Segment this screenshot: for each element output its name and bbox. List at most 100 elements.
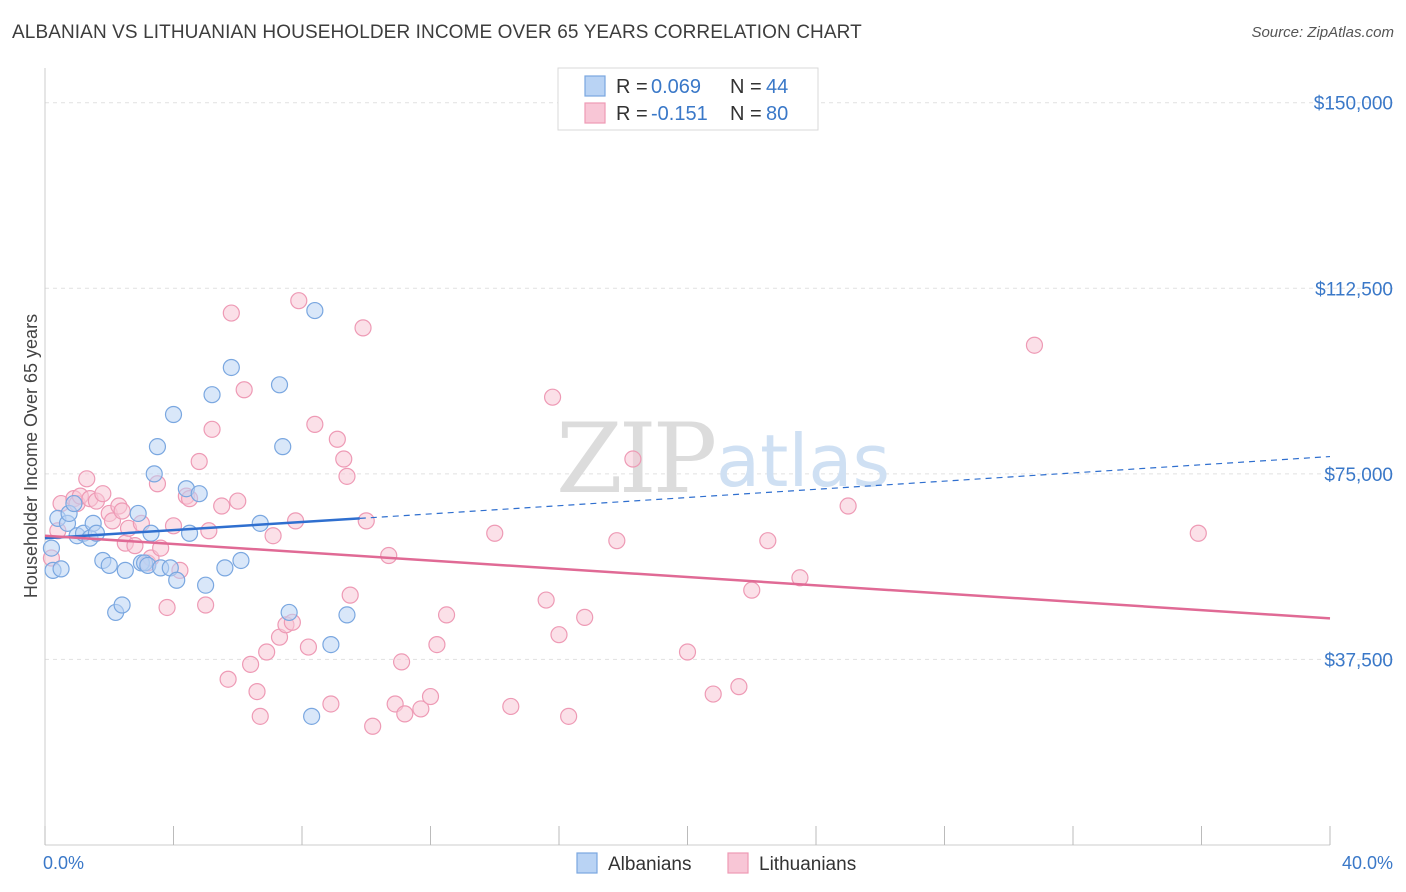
albanians-point-27 <box>168 571 186 589</box>
lithuanians-point-30 <box>203 420 221 438</box>
lithuanians-point-40 <box>264 527 282 545</box>
lithuanians-trend-line <box>44 534 1331 620</box>
albanians-point-42 <box>322 635 340 654</box>
lithuanians-point-68 <box>550 626 568 644</box>
albanians-point-15 <box>113 596 131 614</box>
albanians-point-35 <box>232 551 250 570</box>
lithuanians-point-71 <box>608 532 626 550</box>
albanians-point-26 <box>164 405 183 424</box>
lithuanians-point-55 <box>364 717 382 735</box>
lithuanians-point-69 <box>560 707 578 725</box>
lithuanians-point-36 <box>242 655 260 673</box>
lithuanians-point-45 <box>290 292 308 310</box>
albanians-point-39 <box>280 603 298 622</box>
lithuanians-point-50 <box>335 450 353 468</box>
y-tick-label-2: $112,500 <box>1315 279 1393 300</box>
albanians-point-22 <box>145 465 163 483</box>
lithuanians-point-70 <box>576 608 594 626</box>
lithuanians-point-47 <box>306 415 324 433</box>
lithuanians-point-13 <box>113 502 131 520</box>
watermark: ZIP atlas <box>556 403 890 515</box>
lithuanians-point-54 <box>357 512 375 530</box>
lithuanians-point-74 <box>704 685 722 703</box>
lithuanians-point-56 <box>380 546 398 565</box>
albanians-point-40 <box>303 707 321 725</box>
lithuanians-point-63 <box>437 606 456 624</box>
lithuanians-point-76 <box>743 581 761 599</box>
lithuanians-point-80 <box>1025 336 1044 354</box>
albanians-point-13 <box>100 556 118 575</box>
albanians-point-0 <box>42 539 61 557</box>
lithuanians-point-53 <box>354 319 372 337</box>
legend-n-label-lithuanians: N = <box>730 103 762 125</box>
lithuanians-point-78 <box>791 569 809 587</box>
albanians-trend-line-extension <box>359 455 1331 520</box>
albanians-point-3 <box>52 560 70 578</box>
albanians-point-32 <box>203 386 221 404</box>
lithuanians-point-60 <box>412 700 430 718</box>
bottom-legend: Albanians Lithuanians <box>576 852 856 875</box>
lithuanians-point-75 <box>730 678 748 696</box>
legend-n-value-lithuanians: 80 <box>766 103 788 125</box>
lithuanians-point-49 <box>328 430 346 448</box>
lithuanians-point-29 <box>200 522 218 540</box>
lithuanians-point-39 <box>258 643 276 661</box>
data-points <box>42 292 1207 735</box>
lithuanians-point-64 <box>486 524 504 542</box>
trend-lines <box>44 455 1331 620</box>
lithuanians-point-34 <box>229 492 247 510</box>
bottom-legend-swatch-lithuanians <box>727 852 749 874</box>
lithuanians-point-58 <box>392 653 411 671</box>
albanians-point-23 <box>148 438 167 456</box>
lithuanians-point-38 <box>251 707 269 725</box>
lithuanians-point-22 <box>158 598 176 617</box>
watermark-atlas: atlas <box>716 419 890 503</box>
albanians-point-16 <box>116 561 134 579</box>
legend-n-label-albanians: N = <box>730 76 762 98</box>
albanians-point-30 <box>190 485 208 503</box>
legend-r-label-lithuanians: R = <box>616 103 648 125</box>
albanians-point-31 <box>197 576 215 594</box>
y-tick-labels: $37,500 $75,000 $112,500 $150,000 <box>1314 94 1393 672</box>
lithuanians-point-33 <box>222 304 240 322</box>
bottom-legend-swatch-albanians <box>576 852 598 874</box>
lithuanians-point-52 <box>341 586 359 604</box>
albanians-point-17 <box>129 504 147 523</box>
albanians-point-6 <box>65 494 83 513</box>
lithuanians-point-27 <box>190 452 208 471</box>
legend: R = 0.069 N = 44 R = -0.151 N = 80 <box>557 67 819 131</box>
albanians-point-34 <box>222 358 240 377</box>
lithuanians-point-37 <box>248 682 266 701</box>
lithuanians-point-59 <box>396 705 414 723</box>
lithuanians-point-61 <box>421 687 440 706</box>
albanians-point-38 <box>274 438 292 456</box>
lithuanians-point-46 <box>299 638 318 656</box>
axes <box>44 68 1331 846</box>
lithuanians-point-67 <box>543 388 562 406</box>
x-tick-label-1: 40.0% <box>1342 853 1393 873</box>
lithuanians-point-32 <box>219 670 237 688</box>
albanians-point-37 <box>270 376 289 394</box>
legend-swatch-lithuanians <box>584 102 606 124</box>
albanians-point-43 <box>338 606 356 624</box>
x-tick-labels: 0.0% 40.0% <box>43 853 1393 873</box>
y-tick-label-0: $37,500 <box>1324 650 1393 671</box>
lithuanians-point-66 <box>537 591 555 609</box>
albanians-trend-line <box>44 517 360 540</box>
lithuanians-point-9 <box>94 485 112 503</box>
lithuanians-point-28 <box>197 596 215 614</box>
chart-title: ALBANIAN VS LITHUANIAN HOUSEHOLDER INCOM… <box>12 22 862 43</box>
grid-lines <box>45 102 1395 660</box>
albanians-point-41 <box>306 301 324 320</box>
source-label: Source: ZipAtlas.com <box>1251 24 1394 41</box>
bottom-legend-label-lithuanians: Lithuanians <box>759 854 856 875</box>
lithuanians-point-72 <box>624 450 642 468</box>
y-tick-label-3: $150,000 <box>1314 94 1393 115</box>
legend-swatch-albanians <box>584 75 606 97</box>
lithuanians-point-77 <box>759 532 777 550</box>
legend-r-value-albanians: 0.069 <box>651 76 701 98</box>
legend-r-value-lithuanians: -0.151 <box>651 103 708 125</box>
albanians-point-33 <box>216 559 234 577</box>
albanians-point-21 <box>142 524 160 542</box>
